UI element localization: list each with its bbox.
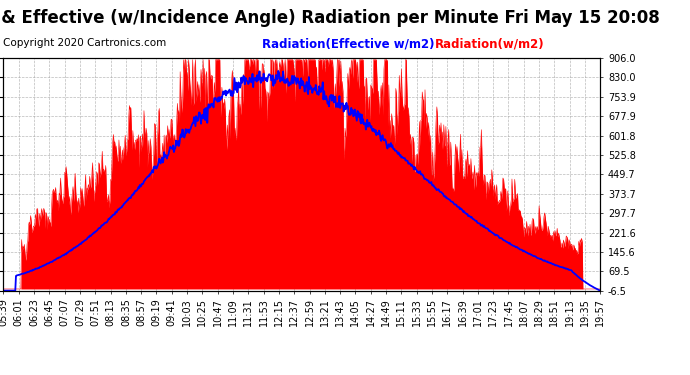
Text: Radiation(Effective w/m2): Radiation(Effective w/m2) xyxy=(262,38,435,51)
Text: Radiation(w/m2): Radiation(w/m2) xyxy=(435,38,544,51)
Text: Solar & Effective (w/Incidence Angle) Radiation per Minute Fri May 15 20:08: Solar & Effective (w/Incidence Angle) Ra… xyxy=(0,9,660,27)
Text: Copyright 2020 Cartronics.com: Copyright 2020 Cartronics.com xyxy=(3,38,167,48)
